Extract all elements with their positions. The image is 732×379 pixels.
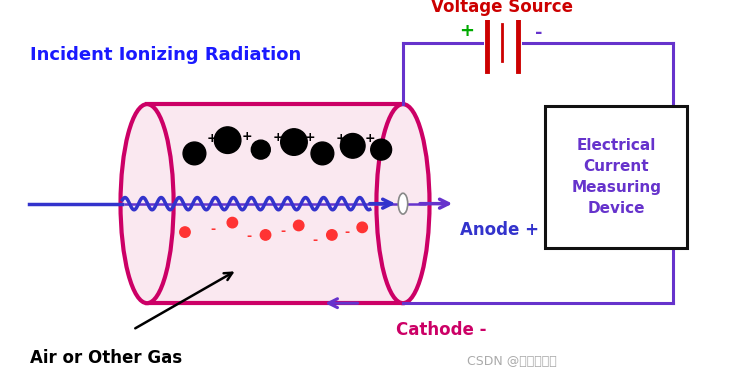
Text: +: + (305, 131, 315, 144)
Ellipse shape (121, 104, 173, 303)
Text: +: + (365, 132, 375, 145)
Text: Incident Ionizing Radiation: Incident Ionizing Radiation (31, 46, 302, 64)
Text: +: + (272, 131, 283, 144)
Circle shape (180, 227, 190, 237)
Text: -: - (246, 230, 251, 243)
Ellipse shape (398, 193, 408, 214)
Text: +: + (336, 132, 347, 145)
Circle shape (251, 140, 270, 159)
Text: Air or Other Gas: Air or Other Gas (31, 349, 182, 367)
Text: CSDN @小青菜哥哥: CSDN @小青菜哥哥 (467, 356, 557, 368)
Circle shape (357, 222, 367, 233)
Text: -: - (345, 226, 350, 239)
Ellipse shape (376, 104, 430, 303)
Circle shape (311, 142, 334, 165)
Text: Anode +: Anode + (460, 221, 539, 239)
Text: +: + (206, 132, 217, 145)
Text: -: - (280, 225, 285, 238)
Text: -: - (211, 223, 216, 236)
Text: Electrical
Current
Measuring
Device: Electrical Current Measuring Device (571, 138, 661, 216)
Text: +: + (242, 130, 252, 143)
Text: +: + (459, 22, 474, 40)
Text: -: - (313, 234, 318, 247)
Text: Cathode -: Cathode - (395, 321, 486, 339)
Circle shape (370, 139, 392, 160)
Text: -: - (535, 24, 542, 42)
Circle shape (280, 129, 307, 155)
Circle shape (294, 220, 304, 231)
Circle shape (227, 218, 238, 228)
Bar (147, 104, 403, 303)
FancyBboxPatch shape (545, 106, 687, 248)
Circle shape (214, 127, 241, 153)
Circle shape (261, 230, 271, 240)
Circle shape (183, 142, 206, 165)
Circle shape (326, 230, 337, 240)
Text: Voltage Source: Voltage Source (431, 0, 573, 16)
Circle shape (340, 133, 365, 158)
